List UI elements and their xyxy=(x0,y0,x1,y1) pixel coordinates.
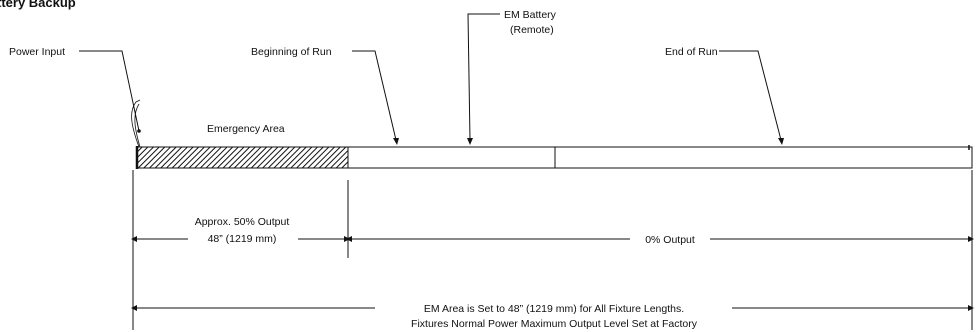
power-input-wires xyxy=(131,99,141,148)
label-power-input: Power Input xyxy=(9,46,65,58)
label-em-battery: EM Battery xyxy=(504,9,557,21)
normal-section xyxy=(347,146,973,169)
dimension-total: EM Area is Set to 48” (1219 mm) for All … xyxy=(131,303,974,330)
emergency-area-section xyxy=(136,146,349,169)
diagram-title: ttery Backup xyxy=(0,0,76,10)
total-note-line2: Fixtures Normal Power Maximum Output Lev… xyxy=(411,318,698,330)
label-beginning-of-run: Beginning of Run xyxy=(251,46,332,58)
label-em-battery-remote: (Remote) xyxy=(510,24,554,36)
fixture-bar xyxy=(135,145,973,169)
label-end-of-run: End of Run xyxy=(665,46,718,58)
dimension-normal-output: 0% Output xyxy=(346,234,974,246)
label-emergency-area: Emergency Area xyxy=(207,123,285,135)
leader-end-of-run xyxy=(719,50,782,141)
em-output-length: 48” (1219 mm) xyxy=(208,233,277,245)
total-note-line1: EM Area is Set to 48” (1219 mm) for All … xyxy=(424,303,684,315)
leader-em-battery xyxy=(467,13,500,141)
leader-beginning-of-run xyxy=(352,50,397,141)
em-output-percent: Approx. 50% Output xyxy=(195,216,290,228)
leader-power-input xyxy=(79,50,140,132)
dimension-em-output: Approx. 50% Output 48” (1219 mm) xyxy=(131,216,350,245)
normal-output-percent: 0% Output xyxy=(645,234,695,246)
